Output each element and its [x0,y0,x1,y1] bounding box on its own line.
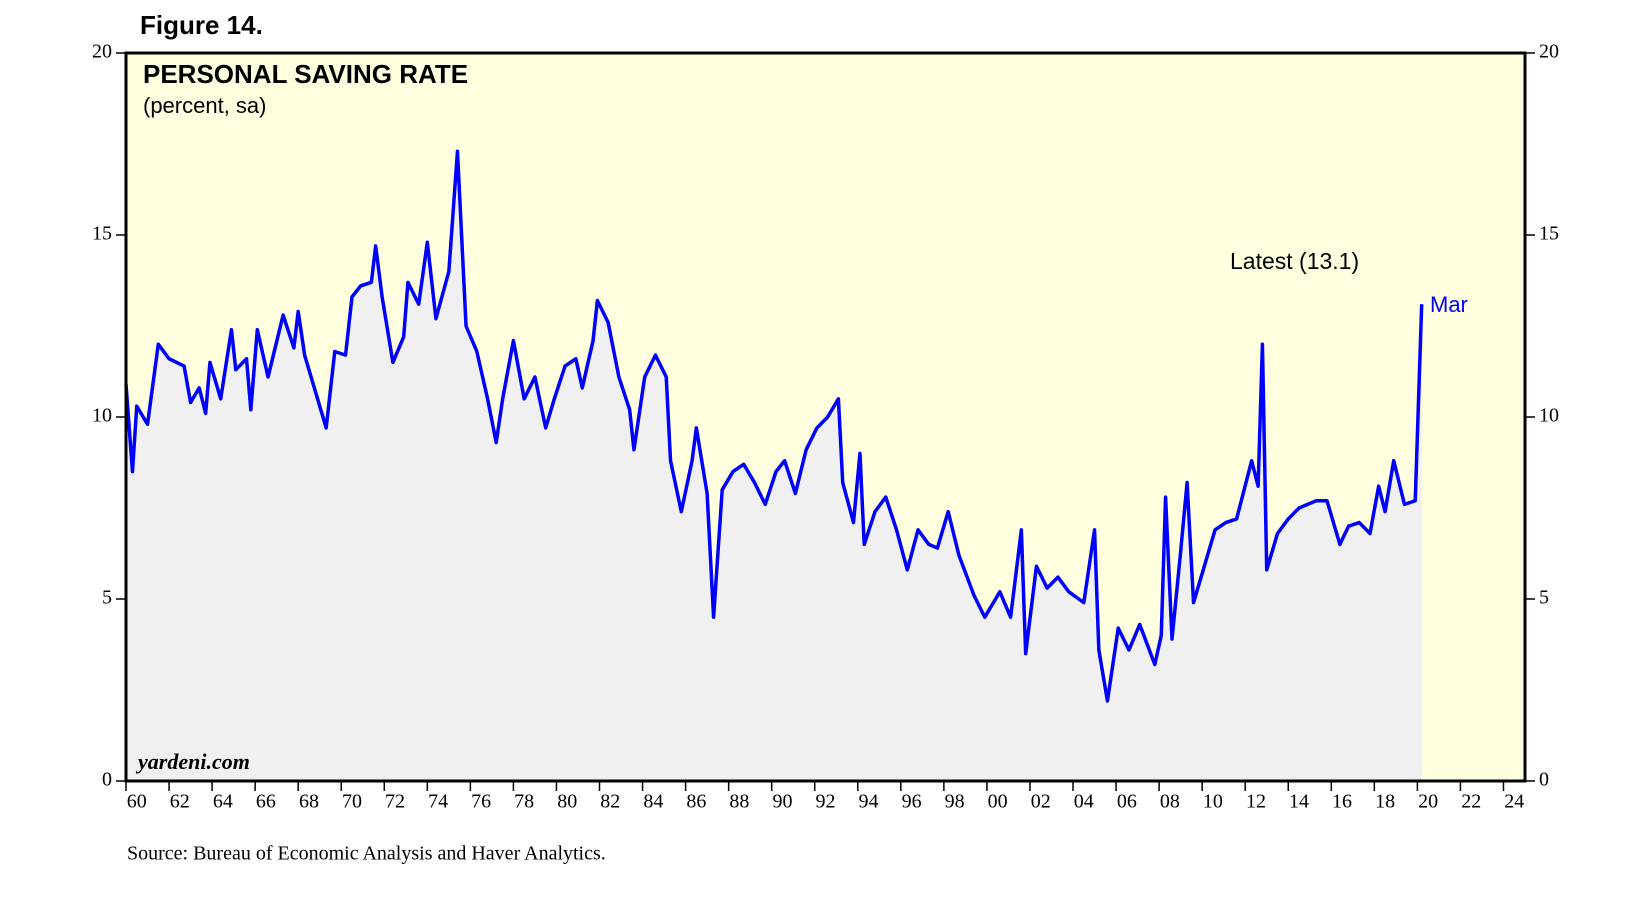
x-tick-label: 96 [902,791,922,813]
x-tick-label: 82 [600,791,620,813]
data-layer [124,149,1424,781]
x-tick-label: 18 [1375,791,1395,813]
y-tick-label: 20 [92,41,112,63]
x-tick-label: 88 [729,791,749,813]
x-tick-label: 04 [1074,791,1094,813]
x-tick-label: 66 [256,791,276,813]
x-tick-label: 92 [816,791,836,813]
x-tick-label: 78 [514,791,534,813]
x-tick-label: 24 [1504,791,1524,813]
x-tick-label: 06 [1117,791,1137,813]
x-tick-label: 98 [945,791,965,813]
x-tick-label: 12 [1246,791,1266,813]
x-tick-label: 80 [557,791,577,813]
x-tick-label: 00 [988,791,1008,813]
x-tick-label: 20 [1418,791,1438,813]
x-tick-label: 84 [643,791,663,813]
annotation: Latest (13.1) [1230,248,1359,274]
x-tick-label: 10 [1203,791,1223,813]
chart-subtitle: (percent, sa) [143,93,267,118]
y2-tick-label: 20 [1539,41,1559,63]
x-tick-label: 68 [299,791,319,813]
y2-tick-label: 10 [1539,405,1559,427]
x-tick-label: 94 [859,791,879,813]
x-tick-label: 02 [1031,791,1051,813]
x-tick-label: 62 [170,791,190,813]
y-tick-label: 0 [102,769,112,791]
y2-tick-label: 5 [1539,587,1549,609]
x-tick-label: 60 [127,791,147,813]
x-tick-label: 64 [213,791,233,813]
y2-tick-label: 15 [1539,223,1559,245]
x-tick-label: 76 [471,791,491,813]
x-tick-label: 74 [428,791,448,813]
x-tick-label: 22 [1461,791,1481,813]
y-tick-label: 15 [92,223,112,245]
y-tick-label: 10 [92,405,112,427]
chart-title: PERSONAL SAVING RATE [143,59,468,89]
point-label: Mar [1430,292,1468,317]
y2-tick-label: 0 [1539,769,1549,791]
source-note: Source: Bureau of Economic Analysis and … [127,843,606,865]
x-tick-label: 72 [385,791,405,813]
x-tick-label: 16 [1332,791,1352,813]
x-tick-label: 70 [342,791,362,813]
x-tick-label: 14 [1289,791,1309,813]
watermark: yardeni.com [135,749,250,774]
x-tick-label: 86 [686,791,706,813]
x-tick-label: 90 [772,791,792,813]
figure-label: Figure 14. [140,10,263,40]
line [124,149,1424,703]
y-tick-label: 5 [102,587,112,609]
x-tick-label: 08 [1160,791,1180,813]
